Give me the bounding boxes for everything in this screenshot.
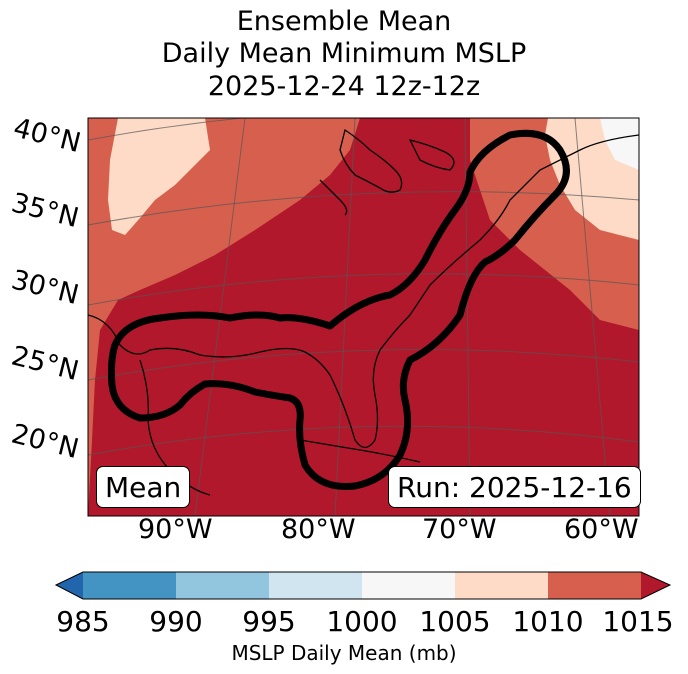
run-label-box: Run: 2025-12-16 — [388, 466, 641, 508]
lon-label-60w: 60°W — [564, 514, 639, 545]
colorbar-tick-1015: 1015 — [602, 605, 674, 638]
title-line-1: Ensemble Mean — [236, 6, 452, 37]
colorbar — [54, 571, 672, 600]
coastlines — [88, 128, 639, 496]
lon-label-70w: 70°W — [422, 514, 497, 545]
colorbar-extend-low — [56, 572, 83, 599]
lon-label-80w: 80°W — [281, 514, 356, 545]
colorbar-tick-1005: 1005 — [419, 605, 491, 638]
graticule-parallels — [88, 118, 639, 456]
map-plot-area — [88, 118, 639, 516]
pressure-contour — [107, 129, 570, 491]
mean-label-box: Mean — [96, 466, 191, 508]
colorbar-tick-990: 990 — [149, 605, 203, 638]
map-frame — [87, 117, 640, 517]
title-line-2: Daily Mean Minimum MSLP — [161, 38, 527, 69]
colorbar-seg-995-1000 — [269, 572, 362, 599]
colorbar-label: MSLP Daily Mean (mb) — [231, 641, 457, 665]
colorbar-tick-1010: 1010 — [512, 605, 584, 638]
colorbar-seg-1000-1005 — [362, 572, 455, 599]
colorbar-tick-995: 995 — [242, 605, 296, 638]
title-line-3: 2025-12-24 12z-12z — [207, 71, 481, 102]
colorbar-seg-990-995 — [176, 572, 269, 599]
colorbar-extend-high — [641, 572, 670, 599]
field-1010-1015-northwest — [88, 118, 360, 516]
colorbar-seg-985-990 — [83, 572, 176, 599]
colorbar-tick-985: 985 — [56, 605, 110, 638]
colorbar-seg-1005-1010 — [455, 572, 548, 599]
field-lt-1005-corner — [600, 118, 639, 170]
colorbar-tick-1000: 1000 — [326, 605, 398, 638]
colorbar-seg-1010-1015 — [548, 572, 641, 599]
field-1005-1010-northwest — [108, 118, 210, 235]
lon-label-90w: 90°W — [138, 514, 213, 545]
colorbar-outline — [54, 571, 672, 600]
